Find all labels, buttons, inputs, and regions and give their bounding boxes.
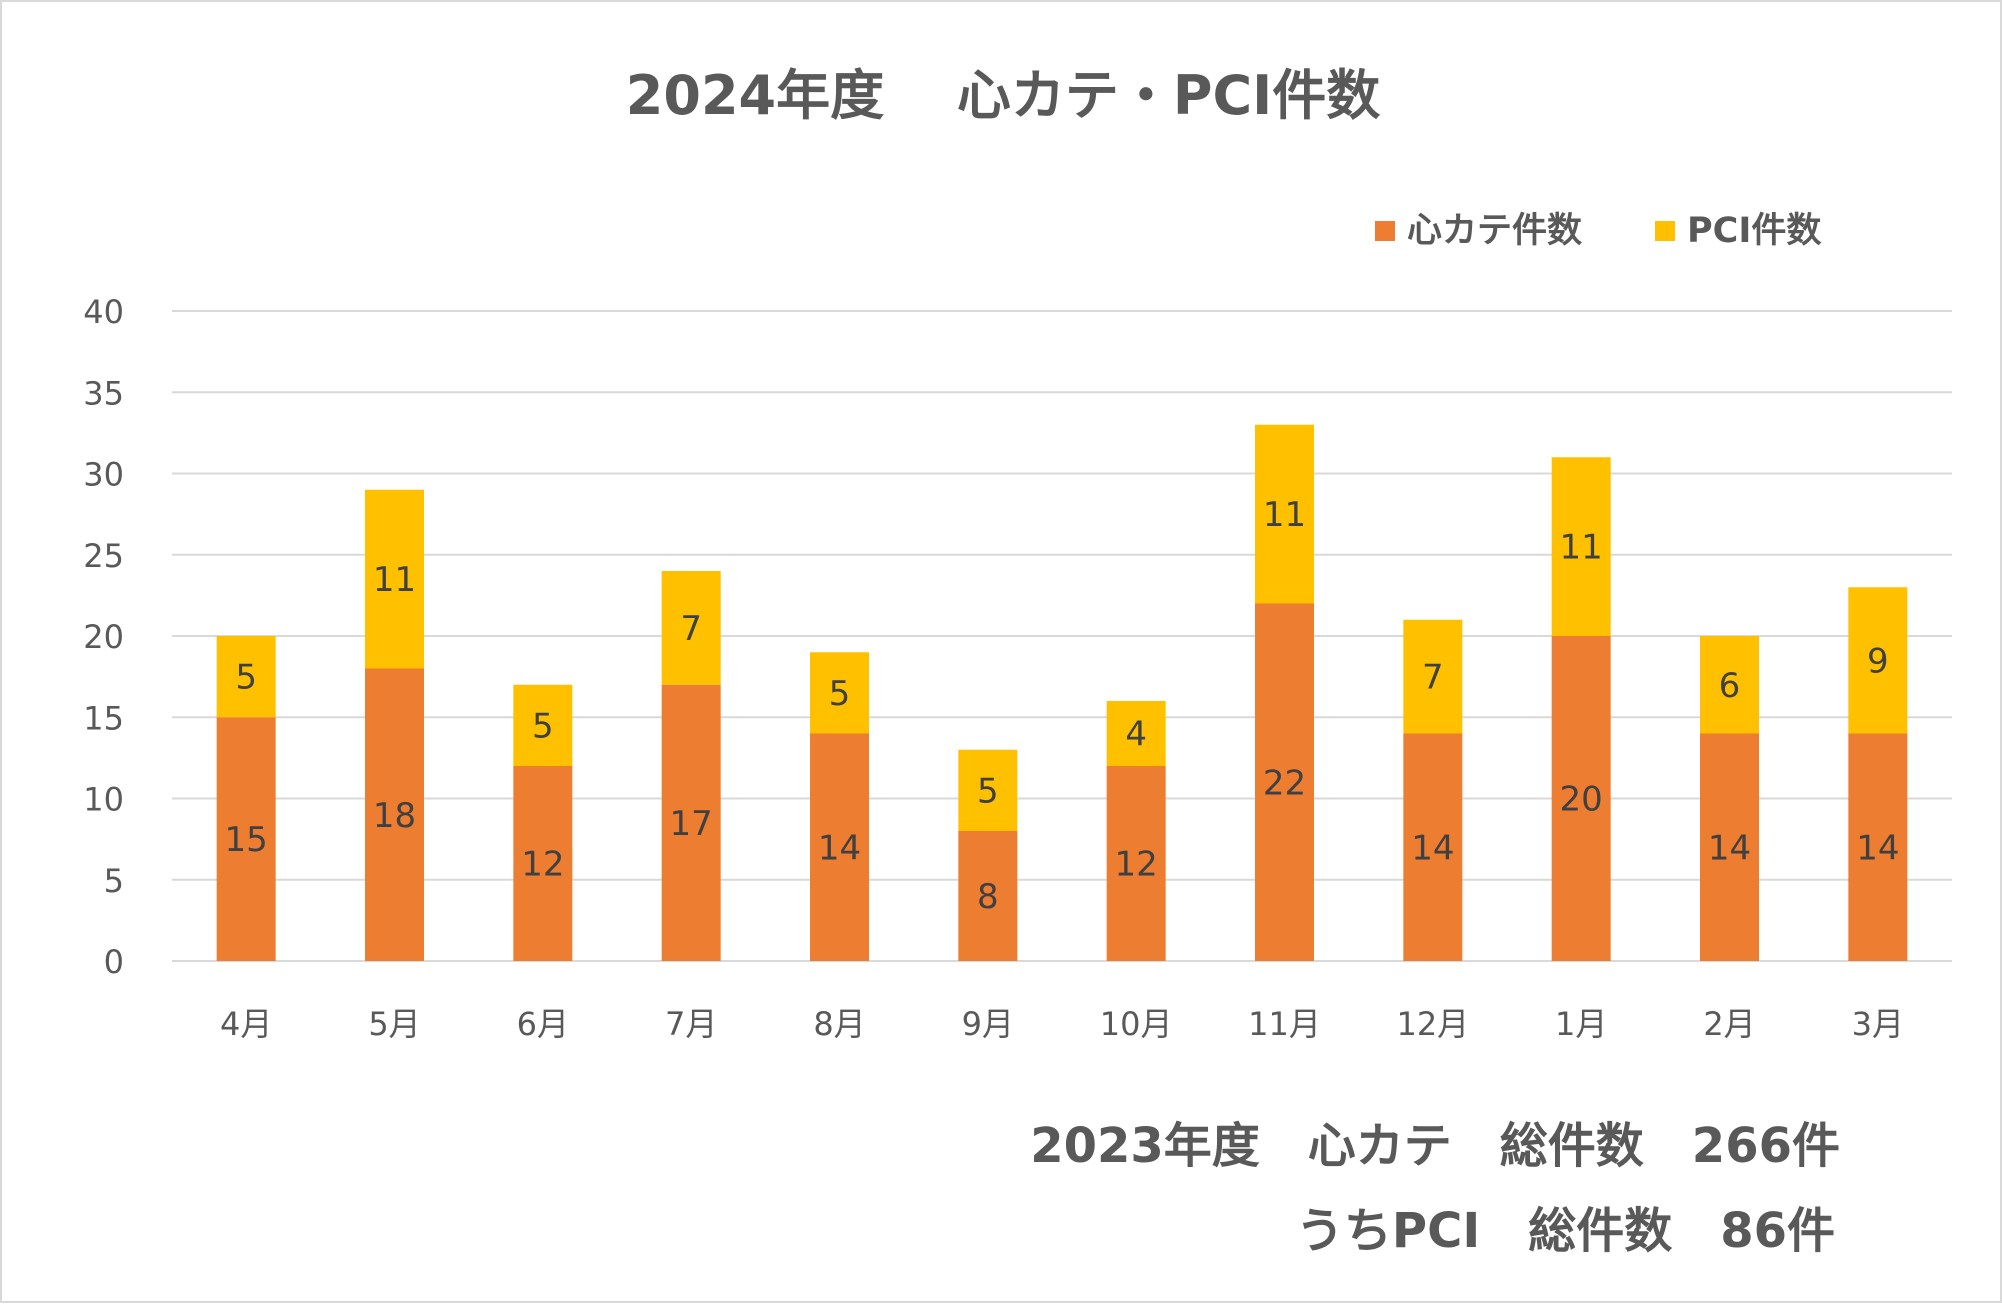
y-tick-label: 20 xyxy=(83,618,124,656)
data-label-series-1: 14 xyxy=(1856,828,1899,868)
bar-series-1 xyxy=(1403,733,1463,961)
bar-series-1 xyxy=(216,717,276,961)
bar-series-2 xyxy=(365,489,424,669)
x-tick-label: 12月 xyxy=(1396,1005,1469,1043)
bar-series-1 xyxy=(810,733,869,961)
data-label-series-1: 15 xyxy=(225,820,268,860)
bar-series-2 xyxy=(810,652,869,734)
note-line-2: うちPCI 総件数 86件 xyxy=(1296,1203,1835,1259)
bar-series-2 xyxy=(1403,619,1463,734)
data-label-series-1: 14 xyxy=(818,828,861,868)
data-label-series-2: 5 xyxy=(235,658,257,698)
bar-series-1 xyxy=(1700,733,1759,961)
bar-series-2 xyxy=(1106,701,1166,766)
data-label-series-1: 12 xyxy=(521,845,564,885)
data-label-series-2: 11 xyxy=(1560,528,1603,568)
x-tick-label: 5月 xyxy=(368,1005,420,1043)
data-label-series-2: 6 xyxy=(1719,666,1741,706)
bar-series-1 xyxy=(1848,733,1908,961)
y-tick-label: 10 xyxy=(83,781,124,819)
bar-series-2 xyxy=(958,749,1018,831)
data-label-series-1: 17 xyxy=(670,804,713,844)
data-label-series-2: 7 xyxy=(680,609,702,649)
data-label-series-2: 11 xyxy=(373,560,416,600)
x-tick-label: 4月 xyxy=(220,1005,272,1043)
data-label-series-2: 11 xyxy=(1263,495,1306,535)
data-label-series-1: 18 xyxy=(373,796,416,836)
data-label-series-1: 12 xyxy=(1115,845,1158,885)
gridlines xyxy=(172,310,1952,962)
bars: 15 5 18 11 12 5 17 7 14 5 8 5 12 4 22 11 14 7 20 11 14 6 14 9 xyxy=(216,424,1908,961)
data-label-series-1: 22 xyxy=(1263,763,1306,803)
legend-label-series-1: 心カテ件数 xyxy=(1407,211,1582,251)
bar-series-2 xyxy=(513,684,573,766)
bar-series-1 xyxy=(365,668,424,961)
y-tick-label: 30 xyxy=(83,456,124,494)
legend-label-series-2: PCI件数 xyxy=(1687,211,1821,251)
bar-series-1 xyxy=(958,831,1018,961)
x-tick-label: 11月 xyxy=(1248,1005,1321,1043)
y-tick-label: 35 xyxy=(83,374,124,412)
bar-series-2 xyxy=(1848,587,1908,734)
bar-series-2 xyxy=(1700,636,1759,734)
x-tick-label: 9月 xyxy=(962,1005,1014,1043)
y-axis-ticks: 0 5 10 15 20 25 30 35 40 xyxy=(83,293,124,981)
legend-swatch-series-2 xyxy=(1655,221,1675,241)
x-tick-label: 6月 xyxy=(517,1005,569,1043)
y-tick-label: 25 xyxy=(83,537,124,575)
bar-series-1 xyxy=(661,684,721,961)
x-tick-label: 3月 xyxy=(1852,1005,1904,1043)
data-label-series-2: 7 xyxy=(1422,658,1444,698)
bar-series-1 xyxy=(1255,603,1314,961)
x-tick-label: 2月 xyxy=(1703,1005,1755,1043)
bar-series-1 xyxy=(1106,766,1166,961)
x-tick-label: 8月 xyxy=(813,1005,865,1043)
data-label-series-1: 14 xyxy=(1411,828,1454,868)
bar-series-1 xyxy=(1551,636,1611,961)
bar-series-2 xyxy=(1551,457,1611,636)
data-label-series-2: 5 xyxy=(977,771,999,811)
data-label-series-1: 8 xyxy=(977,877,999,917)
data-label-series-2: 4 xyxy=(1125,715,1147,755)
bar-series-2 xyxy=(661,571,721,685)
x-tick-label: 10月 xyxy=(1100,1005,1173,1043)
x-axis-ticks: 4月 5月 6月 7月 8月 9月 10月 11月 12月 1月 2月 3月 xyxy=(220,1005,1904,1043)
chart-title: 2024年度 心カテ・PCI件数 xyxy=(626,64,1380,127)
y-tick-label: 0 xyxy=(104,943,124,981)
bar-series-2 xyxy=(216,636,276,718)
data-label-series-1: 14 xyxy=(1708,828,1751,868)
legend: 心カテ件数 PCI件数 xyxy=(1375,211,1821,251)
x-tick-label: 7月 xyxy=(665,1005,717,1043)
data-label-series-2: 5 xyxy=(829,674,851,714)
data-label-series-1: 20 xyxy=(1560,780,1603,820)
note-line-1: 2023年度 心カテ 総件数 266件 xyxy=(1030,1118,1840,1174)
data-label-series-2: 5 xyxy=(532,706,554,746)
bar-series-1 xyxy=(513,766,573,961)
y-tick-label: 5 xyxy=(104,862,124,900)
y-tick-label: 40 xyxy=(83,293,124,331)
y-tick-label: 15 xyxy=(83,699,124,737)
x-tick-label: 1月 xyxy=(1555,1005,1607,1043)
bar-series-2 xyxy=(1255,424,1314,604)
data-label-series-2: 9 xyxy=(1867,641,1889,681)
legend-swatch-series-1 xyxy=(1375,221,1395,241)
